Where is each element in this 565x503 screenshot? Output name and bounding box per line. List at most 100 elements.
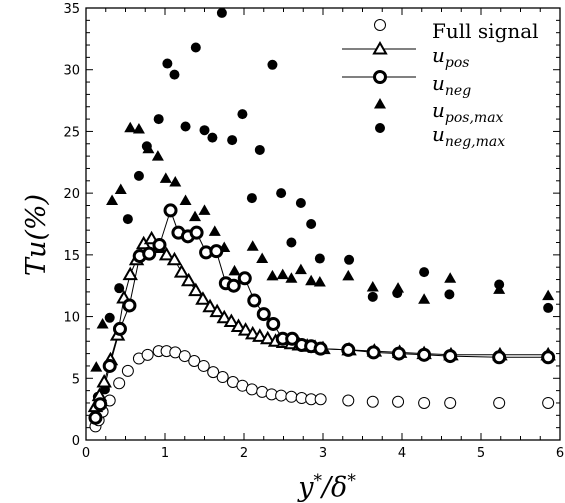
data-point-u-neg-max: [246, 193, 257, 204]
x-tick-label: 3: [319, 446, 327, 461]
data-point-u-pos: [209, 303, 225, 318]
data-point-u-neg: [142, 246, 157, 261]
data-point-full-signal: [366, 395, 379, 408]
data-point-u-neg-max: [306, 219, 317, 229]
data-point-u-pos: [96, 373, 112, 388]
legend-entry-full-signal: Full signal: [374, 19, 539, 43]
data-point-u-neg-max: [276, 188, 287, 199]
x-tick-label: 2: [240, 446, 248, 461]
data-point-u-pos-max: [444, 272, 457, 283]
data-point-u-neg: [541, 350, 556, 365]
data-point-u-neg-max: [207, 132, 218, 143]
y-tick-label: 5: [72, 372, 80, 387]
data-point-u-neg: [417, 347, 432, 362]
plot-marks: [87, 7, 556, 433]
data-point-u-neg: [102, 358, 117, 373]
data-point-u-pos: [216, 309, 232, 324]
data-point-u-pos-max: [246, 240, 259, 251]
x-tick-label: 0: [82, 446, 90, 461]
data-point-full-signal: [178, 350, 191, 363]
data-point-u-neg: [391, 346, 406, 361]
data-point-u-neg-max: [286, 237, 297, 248]
data-point-u-pos-max: [228, 264, 241, 276]
data-point-full-signal: [493, 396, 506, 409]
data-point-u-neg-max: [104, 312, 115, 323]
data-point-u-pos-max: [542, 289, 555, 301]
data-point-u-neg-max: [295, 198, 306, 209]
data-point-u-neg-max: [543, 302, 554, 313]
y-axis-label: Tu(%): [21, 194, 52, 276]
data-point-u-neg: [443, 349, 458, 364]
series-u-neg-max: [92, 7, 554, 402]
data-point-full-signal: [418, 396, 431, 409]
data-point-full-signal: [121, 364, 134, 377]
data-point-u-neg: [313, 341, 328, 356]
data-point-u-pos-max: [198, 204, 211, 215]
data-point-u-pos: [237, 322, 254, 336]
data-point-u-neg-max: [162, 58, 173, 69]
series-u-neg: [88, 203, 556, 425]
data-point-u-neg: [226, 278, 241, 293]
data-point-u-pos-max: [342, 269, 355, 281]
x-axis-label: y*/δ*: [297, 471, 356, 503]
legend-entry-u-neg: uneg: [342, 70, 471, 99]
data-point-u-pos-max: [313, 276, 326, 287]
legend-marker: [375, 123, 385, 133]
data-point-u-pos-max: [418, 293, 431, 304]
legend-label: uneg,max: [432, 122, 505, 150]
data-point-u-pos-max: [96, 317, 109, 329]
legend-marker: [374, 19, 386, 31]
data-point-u-neg-max: [114, 283, 125, 294]
data-point-u-neg: [88, 410, 103, 425]
data-point-u-pos-max: [114, 183, 127, 194]
data-point-u-pos: [188, 282, 204, 297]
series-full-signal: [89, 345, 555, 433]
legend-marker: [372, 40, 388, 55]
data-point-u-neg: [163, 203, 178, 218]
data-point-u-pos-max: [305, 274, 318, 286]
data-point-u-neg: [152, 237, 167, 252]
legend-entry-u-pos-max: upos,max: [374, 98, 504, 126]
y-tick-label: 10: [63, 311, 80, 326]
data-point-u-neg: [256, 307, 271, 322]
data-point-u-neg-max: [254, 144, 265, 155]
data-point-u-pos-max: [208, 225, 221, 236]
y-tick-label: 0: [72, 434, 80, 449]
y-tick-label: 15: [63, 249, 80, 264]
axes: 0 1 2 3 4 5 6 0 5 10 15 20 25 30 35: [63, 2, 564, 461]
data-point-u-pos: [158, 246, 175, 261]
x-tick-label: 4: [398, 446, 406, 461]
data-point-u-pos: [180, 272, 197, 287]
data-point-full-signal: [342, 394, 355, 407]
data-point-u-neg: [93, 397, 108, 412]
data-point-u-pos-max: [124, 121, 137, 133]
data-point-u-pos-max: [366, 280, 379, 292]
data-point-u-neg: [341, 342, 356, 357]
x-tick-label: 5: [477, 446, 485, 461]
data-point-u-neg: [247, 293, 262, 308]
data-point-u-neg-max: [392, 288, 403, 299]
data-point-u-neg-max: [419, 267, 430, 278]
data-point-full-signal: [285, 390, 298, 403]
data-point-u-neg-max: [199, 125, 210, 136]
data-point-u-neg-max: [267, 59, 278, 70]
data-point-u-neg-max: [494, 279, 505, 290]
data-point-u-neg-max: [237, 109, 248, 120]
data-point-u-neg-max: [122, 214, 133, 225]
data-point-u-pos-max: [276, 268, 289, 280]
data-point-full-signal: [392, 395, 405, 408]
data-point-u-pos-max: [106, 194, 119, 206]
y-tick-label: 30: [63, 64, 80, 79]
data-point-u-pos: [230, 318, 247, 332]
data-point-u-neg: [237, 271, 252, 286]
series-line-u-pos: [95, 238, 549, 407]
y-tick-label: 25: [63, 125, 80, 140]
data-point-u-pos-max: [294, 263, 307, 275]
data-point-full-signal: [444, 396, 457, 409]
data-point-u-pos-max: [169, 176, 182, 187]
data-point-u-pos: [122, 266, 138, 281]
data-point-u-neg-max: [141, 141, 152, 152]
data-point-u-pos-max: [285, 272, 298, 283]
data-point-u-neg: [492, 350, 507, 365]
